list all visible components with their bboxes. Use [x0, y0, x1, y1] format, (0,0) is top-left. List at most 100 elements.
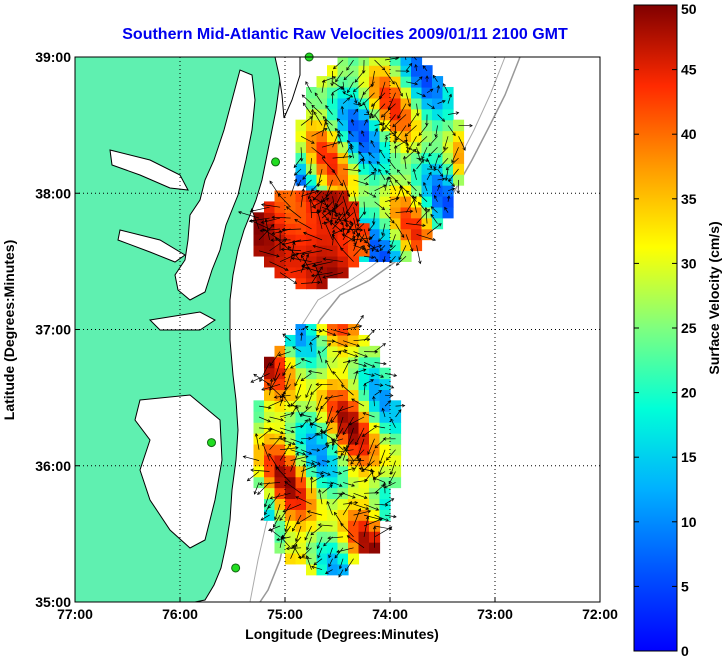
velocity-arrow — [332, 371, 344, 385]
velocity-arrow — [379, 81, 386, 100]
velocity-arrow-head — [295, 538, 299, 543]
velocity-arrow — [269, 373, 281, 391]
velocity-arrow — [359, 142, 365, 148]
velocity-arrow-head — [378, 238, 382, 242]
velocity-arrow-head — [301, 252, 306, 256]
velocity-arrow — [317, 547, 323, 558]
velocity-arrow-head — [348, 501, 352, 505]
velocity-arrow — [432, 75, 438, 83]
velocity-arrow — [398, 245, 407, 260]
velocity-arrow-head — [358, 103, 363, 107]
velocity-arrow-head — [269, 387, 273, 391]
velocity-arrow-head — [381, 206, 386, 211]
velocity-arrow-head — [293, 178, 298, 183]
velocity-arrow — [258, 224, 275, 241]
velocity-arrow-head — [282, 509, 287, 513]
x-axis: 77:00 76:00 75:00 74:00 73:00 72:00 — [57, 597, 618, 622]
velocity-arrow — [342, 351, 358, 358]
velocity-arrow-head — [322, 257, 327, 261]
velocity-arrow — [443, 136, 449, 150]
velocity-arrow-head — [253, 491, 257, 495]
velocity-arrow — [369, 103, 375, 119]
velocity-arrow-head — [285, 546, 290, 551]
velocity-arrow-head — [455, 111, 460, 115]
velocity-arrow-head — [369, 115, 373, 120]
velocity-arrow — [437, 85, 439, 93]
velocity-arrow-head — [264, 218, 268, 223]
velocity-arrow-head — [378, 517, 382, 521]
velocity-arrow-head — [382, 184, 387, 188]
velocity-arrow-head — [352, 88, 357, 93]
chart-title: Southern Mid-Atlantic Raw Velocities 200… — [122, 26, 568, 43]
velocity-arrow-head — [401, 403, 406, 408]
velocity-arrow — [325, 360, 333, 374]
velocity-arrow — [355, 427, 365, 446]
velocity-arrow — [388, 176, 396, 191]
velocity-arrow-head — [364, 354, 368, 358]
velocity-arrow-head — [322, 209, 327, 213]
velocity-arrow — [304, 525, 312, 541]
velocity-arrow-head — [372, 525, 377, 530]
velocity-arrow — [444, 207, 449, 213]
velocity-arrow — [384, 373, 397, 377]
velocity-arrow — [346, 427, 354, 449]
velocity-arrow — [280, 384, 291, 399]
velocity-arrow — [312, 245, 333, 252]
velocity-arrow-head — [393, 140, 397, 145]
velocity-arrow — [376, 161, 386, 170]
velocity-arrow — [378, 460, 386, 475]
velocity-arrow — [284, 514, 291, 532]
velocity-arrow-head — [308, 451, 313, 455]
velocity-arrow-head — [355, 234, 360, 238]
velocity-arrow-head — [417, 157, 422, 162]
velocity-arrow — [300, 405, 312, 416]
velocity-arrow — [342, 97, 350, 104]
velocity-arrow-head — [393, 145, 398, 149]
velocity-arrow-head — [312, 244, 317, 248]
colorbar-tick-label: 30 — [681, 255, 697, 271]
velocity-arrow-head — [351, 398, 355, 402]
velocity-arrow-head — [320, 474, 325, 479]
velocity-arrow-head — [316, 209, 320, 213]
velocity-arrow — [313, 111, 323, 126]
velocity-arrow — [353, 510, 371, 516]
velocity-arrow — [332, 350, 347, 352]
velocity-arrow-head — [361, 433, 366, 437]
velocity-arrow — [331, 438, 344, 450]
velocity-arrow-head — [439, 173, 444, 178]
velocity-arrow — [421, 147, 428, 159]
velocity-arrow — [374, 184, 387, 192]
velocity-arrow-head — [325, 194, 329, 198]
velocity-arrow-head — [389, 259, 393, 264]
velocity-arrow-head — [398, 409, 402, 413]
velocity-arrow-head — [407, 103, 411, 108]
velocity-arrow — [332, 228, 345, 235]
velocity-arrow — [347, 535, 365, 549]
velocity-arrow-head — [310, 108, 315, 113]
velocity-arrow-head — [371, 255, 375, 259]
velocity-arrow — [332, 81, 344, 90]
velocity-arrow — [381, 103, 396, 118]
velocity-arrow-head — [408, 146, 412, 151]
velocity-arrow — [363, 190, 376, 198]
velocity-arrow-head — [414, 63, 418, 68]
velocity-arrow-head — [313, 111, 317, 115]
velocity-arrow — [371, 245, 375, 252]
velocity-arrow-head — [261, 387, 265, 391]
velocity-arrow — [345, 558, 354, 572]
velocity-arrow-head — [429, 165, 433, 169]
velocity-arrow — [331, 70, 333, 86]
velocity-arrow-head — [338, 493, 343, 497]
velocity-arrow-head — [405, 149, 410, 154]
velocity-arrow — [276, 536, 291, 541]
velocity-arrow — [353, 370, 358, 385]
velocity-arrow-head — [330, 419, 335, 424]
velocity-arrow — [342, 447, 348, 461]
velocity-arrow-head — [408, 62, 413, 67]
velocity-arrow — [353, 108, 359, 115]
velocity-arrow-head — [423, 181, 427, 186]
velocity-arrow-head — [328, 554, 332, 559]
velocity-arrow — [342, 222, 353, 241]
x-tick-label: 75:00 — [267, 606, 303, 622]
velocity-arrow — [290, 452, 299, 472]
